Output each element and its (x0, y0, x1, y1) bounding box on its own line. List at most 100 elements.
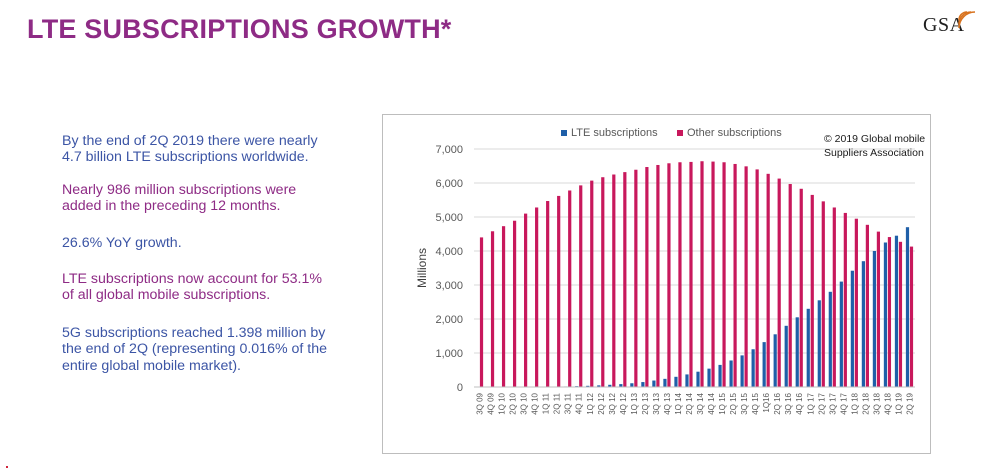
bar-other-subscriptions (788, 184, 792, 387)
bar-other-subscriptions (909, 246, 914, 387)
bar-other-subscriptions (501, 226, 506, 387)
bar-other-subscriptions (887, 237, 892, 387)
signal-waves-icon (958, 11, 976, 29)
bar-other-subscriptions (667, 163, 671, 387)
slide-marker (6, 466, 8, 468)
bar-lte-subscriptions (707, 368, 711, 387)
x-tick-label: 1Q 11 (542, 392, 551, 414)
x-tick-label: 1Q 12 (586, 392, 595, 414)
bar-lte-subscriptions (663, 378, 667, 387)
bar-lte-subscriptions (817, 300, 821, 387)
bar-other-subscriptions (479, 237, 484, 387)
x-tick-label: 3Q 11 (564, 392, 573, 414)
bar-lte-subscriptions (685, 374, 689, 387)
bar-other-subscriptions (601, 177, 605, 387)
x-tick-label: 2Q 19 (905, 392, 914, 414)
x-tick-label: 4Q 17 (839, 392, 848, 414)
logo-text: GSA (923, 14, 965, 36)
x-tick-label: 1Q 15 (718, 392, 727, 414)
page-title: LTE SUBSCRIPTIONS GROWTH* (27, 14, 452, 44)
bar-lte-subscriptions (641, 382, 645, 387)
x-tick-label: 4Q 10 (531, 392, 540, 414)
bar-other-subscriptions (557, 195, 561, 387)
x-tick-label: 2Q 12 (597, 392, 606, 414)
bar-other-subscriptions (766, 173, 770, 387)
x-tick-label: 1Q 10 (498, 392, 507, 414)
legend-swatch-other (677, 130, 683, 136)
bar-other-subscriptions (700, 161, 704, 387)
bar-other-subscriptions (711, 161, 715, 387)
bar-other-subscriptions (656, 164, 660, 387)
bar-other-subscriptions (832, 207, 836, 387)
x-tick-label: 3Q 17 (828, 392, 837, 414)
bar-other-subscriptions (535, 207, 539, 387)
y-tick-label: 1,000 (435, 348, 463, 360)
legend-label-other: Other subscriptions (687, 127, 782, 139)
x-tick-label: 2Q 16 (773, 392, 782, 414)
bar-lte-subscriptions (652, 380, 656, 387)
bar-lte-subscriptions (806, 308, 810, 387)
x-tick-label: 2Q 11 (553, 392, 562, 414)
bar-lte-subscriptions (630, 383, 634, 387)
bar-lte-subscriptions (839, 281, 843, 387)
bar-lte-subscriptions (773, 334, 777, 387)
bar-other-subscriptions (821, 201, 825, 387)
bar-other-subscriptions (722, 162, 726, 387)
bar-other-subscriptions (490, 231, 495, 387)
bar-other-subscriptions (898, 241, 903, 387)
bar-other-subscriptions (865, 224, 869, 387)
x-tick-label: 3Q 15 (740, 392, 749, 414)
bar-other-subscriptions (524, 213, 528, 387)
bar-other-subscriptions (854, 218, 858, 387)
x-tick-label: 3Q 14 (696, 392, 705, 414)
x-tick-label: 2Q 15 (729, 392, 738, 414)
bar-lte-subscriptions (762, 342, 766, 387)
x-tick-label: 3Q 10 (520, 392, 529, 414)
fact-lte-total: By the end of 2Q 2019 there were nearly … (62, 133, 318, 166)
x-tick-label: 2Q 18 (861, 392, 870, 414)
x-tick-label: 4Q 14 (707, 392, 716, 414)
fact-5g-subscriptions: 5G subscriptions reached 1.398 million b… (62, 324, 328, 374)
x-tick-label: 2Q 13 (641, 392, 650, 414)
bar-other-subscriptions (843, 212, 847, 387)
bar-other-subscriptions (512, 220, 517, 387)
x-tick-label: 4Q 16 (795, 392, 804, 414)
bar-lte-subscriptions (718, 364, 722, 387)
bar-lte-subscriptions (905, 227, 910, 387)
bar-other-subscriptions (689, 161, 693, 387)
x-tick-label: 4Q 11 (575, 392, 584, 414)
fact-subscriptions-added: Nearly 986 million subscriptions were ad… (62, 181, 297, 215)
x-tick-label: 1Q 14 (674, 392, 683, 414)
bar-lte-subscriptions (861, 261, 865, 387)
x-tick-label: 4Q 15 (751, 392, 760, 414)
bar-other-subscriptions (678, 162, 682, 387)
fact-lte-share: LTE subscriptions now account for 53.1% … (62, 271, 322, 304)
legend-swatch-lte (561, 130, 567, 136)
bar-lte-subscriptions (696, 371, 700, 387)
bar-other-subscriptions (623, 172, 627, 387)
bar-other-subscriptions (612, 174, 616, 387)
y-tick-label: 3,000 (435, 280, 463, 292)
gsa-logo: GSA (917, 4, 987, 40)
bar-other-subscriptions (755, 169, 759, 387)
y-tick-label: 4,000 (435, 246, 463, 258)
bar-other-subscriptions (777, 178, 781, 387)
bar-other-subscriptions (546, 201, 550, 387)
x-tick-label: 4Q 13 (663, 392, 672, 414)
x-tick-label: 3Q 12 (608, 392, 617, 414)
bar-lte-subscriptions (784, 325, 788, 387)
bar-lte-subscriptions (872, 251, 877, 387)
bar-other-subscriptions (744, 166, 748, 387)
bar-lte-subscriptions (729, 360, 733, 387)
y-axis-label: Millions (415, 248, 429, 288)
fact-yoy-growth: 26.6% YoY growth. (62, 234, 182, 251)
bar-lte-subscriptions (586, 385, 590, 387)
bar-other-subscriptions (634, 169, 638, 387)
x-tick-label: 1Q 17 (806, 392, 815, 414)
bar-lte-subscriptions (828, 291, 832, 387)
subscriptions-chart: 0 1,000 2,000 3,000 4,000 5,000 6,000 7,000 Mill… (415, 127, 925, 415)
y-tick-label: 0 (457, 382, 463, 394)
x-tick-label: 4Q 18 (883, 392, 892, 414)
bar-lte-subscriptions (795, 317, 799, 387)
x-tick-label: 3Q 16 (784, 392, 793, 414)
